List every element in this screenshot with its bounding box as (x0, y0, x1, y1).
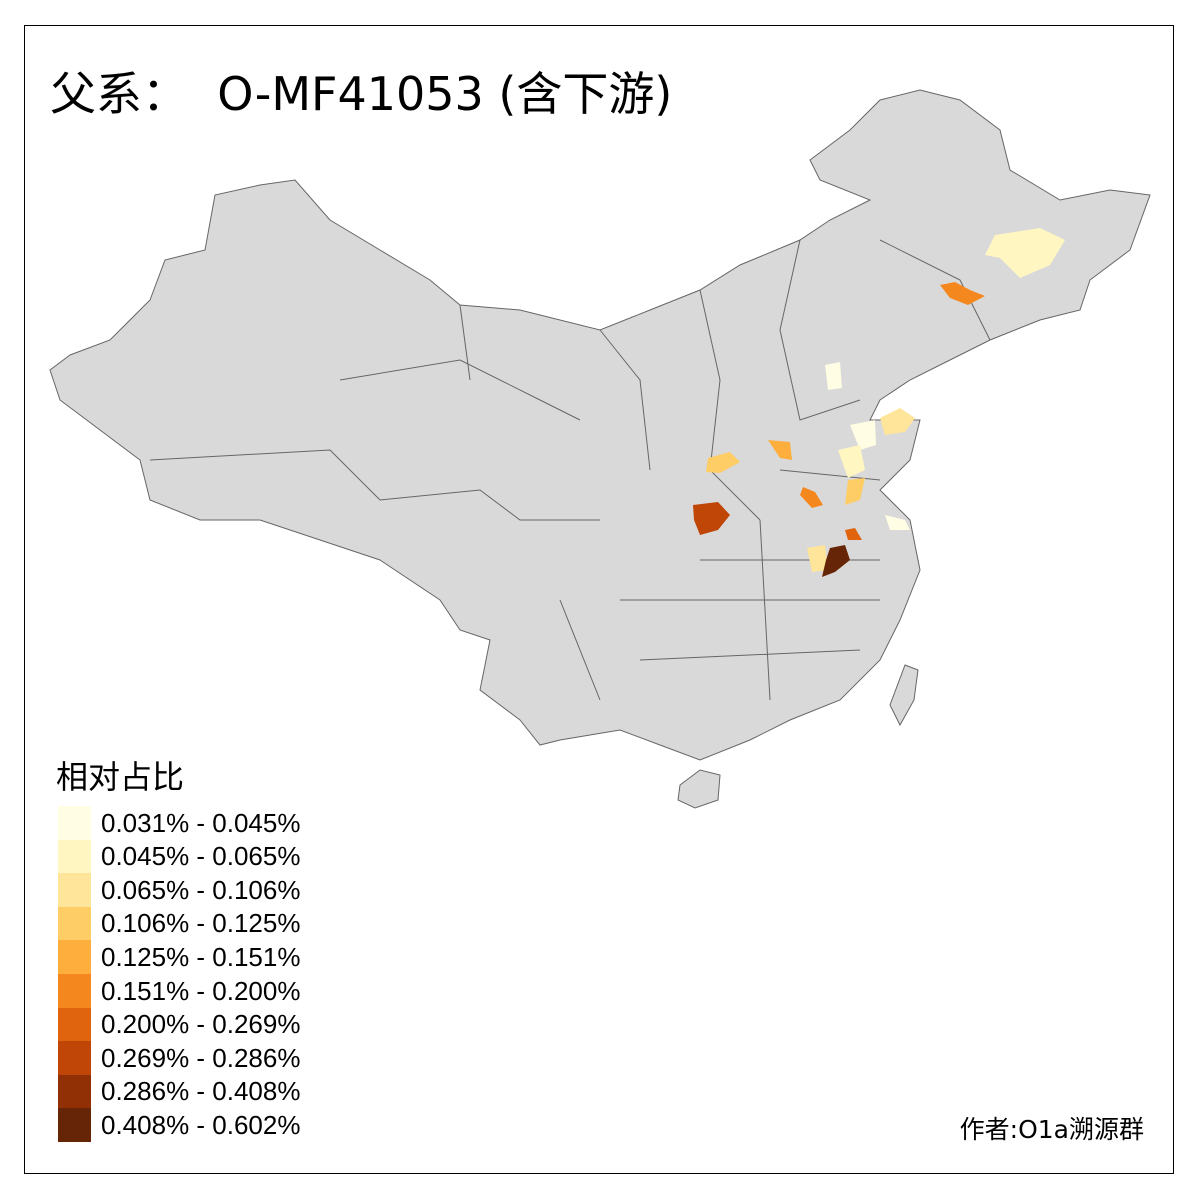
legend-item: 0.286% - 0.408% (58, 1074, 301, 1109)
region-shandong-b (838, 445, 865, 478)
legend-item: 0.269% - 0.286% (58, 1041, 301, 1076)
legend-label: 0.286% - 0.408% (101, 1076, 301, 1107)
region-jiangsu (845, 478, 865, 505)
legend-item: 0.125% - 0.151% (58, 940, 301, 975)
region-jilin (940, 282, 985, 305)
legend-label: 0.031% - 0.045% (101, 807, 301, 838)
legend-label: 0.151% - 0.200% (101, 975, 301, 1006)
region-hubei-east (807, 545, 828, 572)
author-credit: 作者:O1a溯源群 (959, 1115, 1144, 1144)
legend-swatch (58, 940, 91, 975)
region-henan (800, 487, 823, 508)
legend-item: 0.106% - 0.125% (58, 906, 301, 941)
legend-swatch (58, 1041, 91, 1076)
legend-label: 0.269% - 0.286% (101, 1042, 301, 1073)
colored-regions (693, 228, 1065, 577)
legend-swatch (58, 1108, 91, 1143)
legend-swatch (58, 806, 91, 840)
region-jiangxi-north (822, 545, 850, 577)
legend-item: 0.065% - 0.106% (58, 873, 301, 908)
legend-swatch (58, 873, 91, 908)
region-anhui (845, 528, 862, 540)
plot-panel (24, 25, 1174, 1174)
legend-item: 0.408% - 0.602% (58, 1108, 301, 1143)
legend-swatch (58, 906, 91, 941)
region-shandong-a (850, 420, 876, 450)
china-mainland (49, 89, 1151, 761)
province-borders (149, 239, 991, 701)
region-shaanxi (706, 452, 740, 473)
legend-swatch (58, 974, 91, 1008)
map-title: 父系： O-MF41053 (含下游) (50, 67, 673, 121)
legend-swatch (58, 1007, 91, 1042)
region-hebei (825, 362, 842, 390)
legend-swatch (58, 1074, 91, 1109)
region-jiangsu-east (885, 515, 910, 530)
hainan-island (677, 769, 721, 809)
legend-item: 0.045% - 0.065% (58, 839, 301, 874)
legend-label: 0.065% - 0.106% (101, 874, 301, 905)
legend-label: 0.106% - 0.125% (101, 908, 301, 939)
region-shanxi (768, 440, 792, 460)
region-shandong-east (880, 408, 915, 435)
taiwan-island (889, 664, 919, 727)
legend-swatch (58, 839, 91, 874)
legend-label: 0.200% - 0.269% (101, 1009, 301, 1040)
legend-label: 0.125% - 0.151% (101, 941, 301, 972)
legend-item: 0.151% - 0.200% (58, 974, 300, 1008)
legend-item: 0.200% - 0.269% (58, 1007, 301, 1042)
region-heilongjiang (985, 228, 1065, 278)
legend-item: 0.031% - 0.045% (58, 806, 300, 840)
legend-label: 0.045% - 0.065% (101, 841, 301, 872)
legend-title: 相对占比 (56, 758, 185, 796)
region-sichuan-chongqing (693, 502, 730, 535)
legend-label: 0.408% - 0.602% (101, 1109, 301, 1140)
